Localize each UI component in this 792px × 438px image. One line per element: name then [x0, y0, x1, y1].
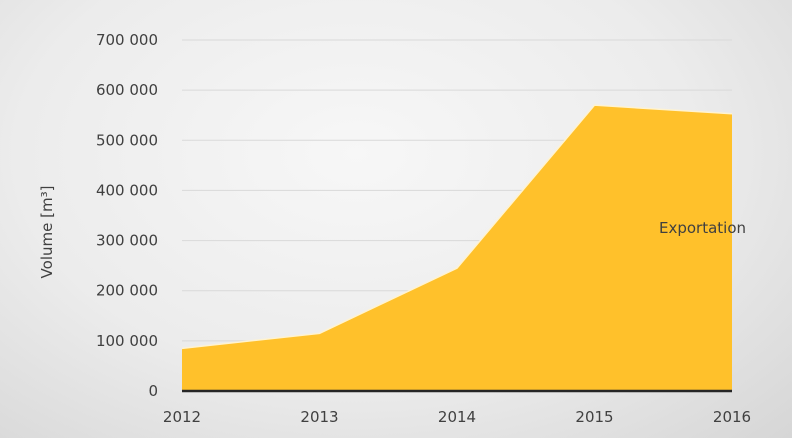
x-tick-label: 2015: [575, 408, 613, 426]
area-series-exportation: [182, 105, 732, 391]
y-tick-labels: 0 100 000 200 000 300 000 400 000 500 000 600 …: [96, 31, 158, 400]
legend-label-exportation: Exportation: [659, 219, 746, 237]
legend-swatch-exportation: [643, 223, 654, 234]
y-tick-label: 400 000: [96, 181, 158, 199]
y-axis-title: Volume [m³]: [38, 186, 56, 279]
y-tick-label: 600 000: [96, 81, 158, 99]
y-tick-label: 700 000: [96, 31, 158, 49]
area-series-layer: [181, 104, 733, 391]
x-tick-label: 2014: [438, 408, 476, 426]
x-tick-labels: 2012 2013 2014 2015 2016: [163, 408, 751, 426]
x-tick-label: 2012: [163, 408, 201, 426]
y-tick-label: 300 000: [96, 232, 158, 250]
x-tick-label: 2016: [713, 408, 751, 426]
y-tick-label: 500 000: [96, 131, 158, 149]
y-tick-label: 100 000: [96, 332, 158, 350]
gridlines: [182, 39, 732, 342]
y-tick-label: 200 000: [96, 282, 158, 300]
legend: Exportation: [643, 219, 746, 237]
y-tick-label: 0: [148, 382, 158, 400]
x-tick-label: 2013: [300, 408, 338, 426]
